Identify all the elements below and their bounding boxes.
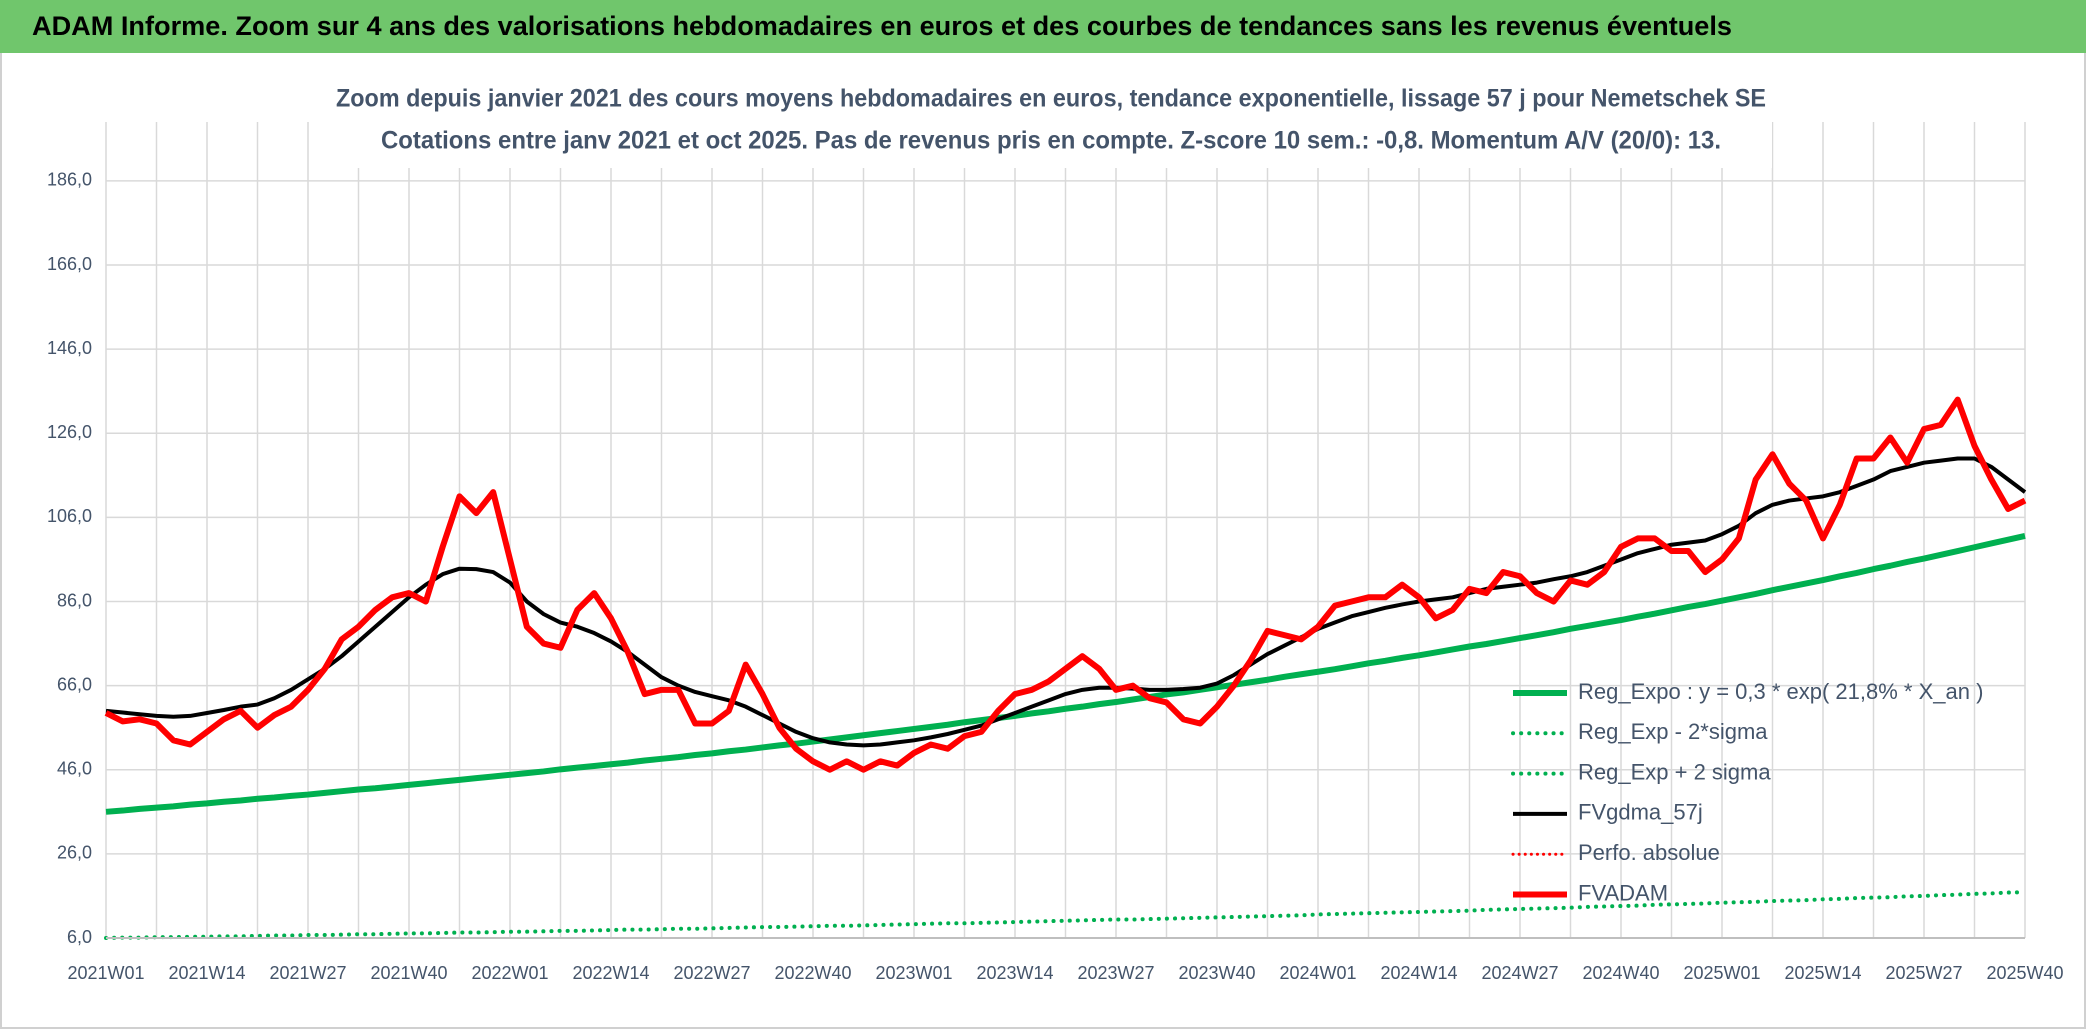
subtitle-box: [310, 78, 1772, 168]
x-tick-label: 2024W01: [1279, 963, 1356, 983]
axes: 6,0 26,0 46,0 66,0 86,0 106,0 126,0 146,0 166,0 1…: [47, 170, 2064, 983]
y-tick-label: 66,0: [57, 674, 92, 694]
chart-subtitle: Zoom depuis janvier 2021 des cours moyen…: [336, 85, 1766, 113]
y-tick-label: 26,0: [57, 843, 92, 863]
x-tick-label: 2021W01: [67, 963, 144, 983]
x-tick-label: 2025W27: [1885, 963, 1962, 983]
series-line: [104, 396, 2027, 773]
plot-area: [104, 396, 2027, 940]
x-tick-label: 2023W14: [976, 963, 1053, 983]
x-tick-label: 2025W40: [1986, 963, 2063, 983]
x-tick-label: 2024W27: [1481, 963, 1558, 983]
x-tick-label: 2025W01: [1683, 963, 1760, 983]
y-tick-label: 86,0: [57, 590, 92, 610]
y-tick-label: 186,0: [47, 170, 92, 190]
legend-label: FVgdma_57j: [1578, 800, 1703, 825]
legend-label: Perfo. absolue: [1578, 840, 1720, 865]
x-tick-label: 2024W40: [1582, 963, 1659, 983]
x-tick-label: 2023W27: [1077, 963, 1154, 983]
legend-label: Reg_Exp + 2 sigma: [1578, 759, 1771, 784]
x-tick-label: 2023W40: [1178, 963, 1255, 983]
series-line: [105, 532, 2026, 815]
x-tick-label: 2025W14: [1784, 963, 1861, 983]
legend-label: Reg_Exp - 2*sigma: [1578, 719, 1768, 744]
x-tick-label: 2023W01: [875, 963, 952, 983]
x-tick-label: 2022W14: [572, 963, 649, 983]
series-line: [105, 456, 2027, 748]
y-tick-label: 146,0: [47, 338, 92, 358]
x-tick-label: 2021W40: [370, 963, 447, 983]
grid: [105, 122, 2026, 939]
legend-label: Reg_Expo : y = 0,3 * exp( 21,8% * X_an ): [1578, 679, 1983, 704]
title-bar: [0, 0, 2086, 53]
chart-title: ADAM Informe. Zoom sur 4 ans des valoris…: [32, 11, 1732, 41]
x-tick-label: 2024W14: [1380, 963, 1457, 983]
x-tick-label: 2022W40: [774, 963, 851, 983]
x-tick-label: 2022W01: [471, 963, 548, 983]
y-tick-label: 46,0: [57, 759, 92, 779]
y-tick-label: 166,0: [47, 254, 92, 274]
y-tick-label: 126,0: [47, 422, 92, 442]
x-tick-label: 2021W14: [168, 963, 245, 983]
legend-label: FVADAM: [1578, 880, 1668, 905]
y-tick-label: 106,0: [47, 506, 92, 526]
legend: Reg_Expo : y = 0,3 * exp( 21,8% * X_an )…: [1511, 679, 1983, 905]
chart-subtitle: Cotations entre janv 2021 et oct 2025. P…: [381, 127, 1721, 155]
x-tick-label: 2022W27: [673, 963, 750, 983]
y-tick-label: 6,0: [67, 927, 92, 947]
x-tick-label: 2021W27: [269, 963, 346, 983]
